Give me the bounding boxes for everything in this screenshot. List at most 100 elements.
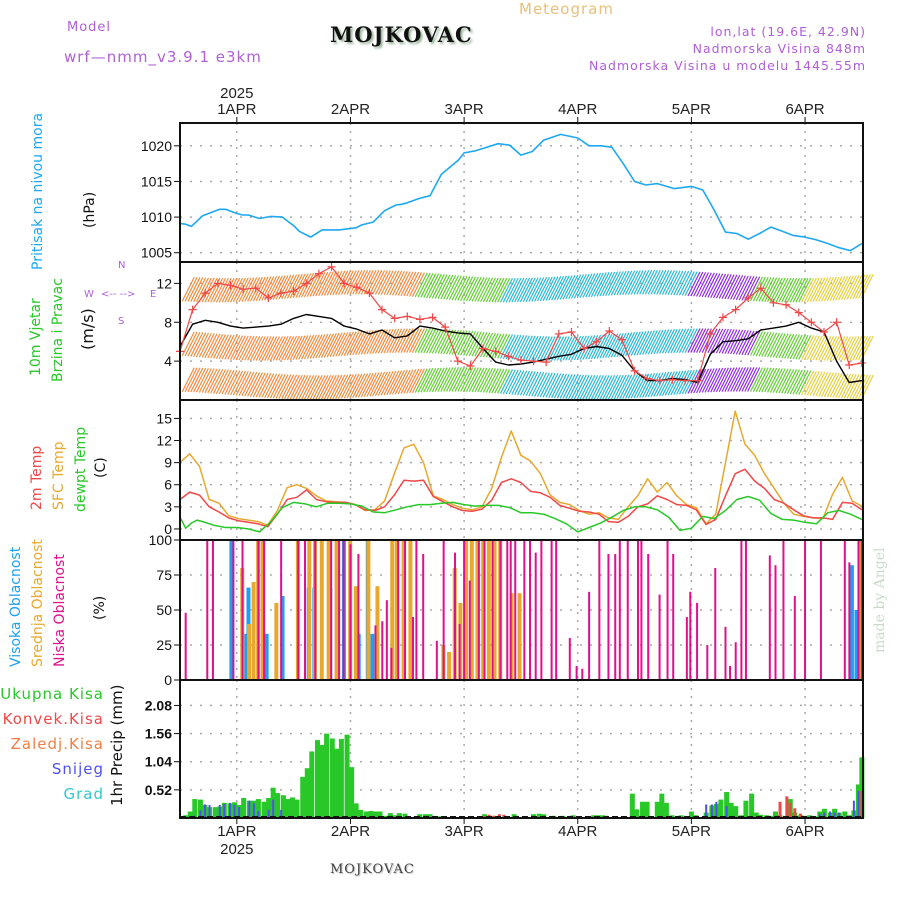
cloud-bar bbox=[581, 668, 584, 680]
wind-arrow bbox=[568, 274, 582, 300]
wind-arrow bbox=[224, 277, 238, 303]
cloud-bar bbox=[857, 540, 860, 680]
wind-arrow bbox=[275, 374, 289, 399]
wind-gust-marker bbox=[466, 361, 475, 370]
wind-arrow bbox=[519, 370, 533, 396]
cloud-bar bbox=[793, 596, 796, 680]
precip-bar bbox=[387, 813, 393, 818]
wind-gust-marker bbox=[314, 269, 323, 278]
wind-arrow bbox=[693, 271, 707, 297]
wind-arrow bbox=[528, 371, 542, 397]
wind-arrow bbox=[315, 271, 329, 297]
wind-arrow bbox=[815, 277, 829, 302]
wind-arrow bbox=[497, 334, 511, 359]
wind-arrow bbox=[460, 276, 474, 301]
wind-arrow bbox=[576, 273, 590, 299]
cloud-bar bbox=[264, 633, 269, 680]
precip-bar bbox=[304, 768, 310, 818]
wind-arrow bbox=[284, 374, 298, 400]
wind-arrow bbox=[264, 373, 278, 398]
wind-arrow bbox=[380, 328, 394, 354]
wind-arrow bbox=[758, 277, 772, 302]
wind-arrow bbox=[764, 277, 778, 302]
wind-arrow bbox=[320, 374, 335, 400]
wind-arrow bbox=[656, 371, 670, 397]
wind-arrow bbox=[374, 371, 389, 397]
wind-arrow bbox=[337, 331, 352, 357]
wind-arrow bbox=[428, 367, 442, 393]
precip-bar bbox=[852, 800, 855, 818]
wind-arrow bbox=[448, 275, 462, 301]
wind-barb-band-2 bbox=[181, 269, 874, 303]
wind-arrow bbox=[596, 334, 610, 359]
wind-arrow bbox=[784, 334, 798, 359]
wind-arrow bbox=[406, 271, 420, 297]
y-tick-label: 12 bbox=[156, 433, 172, 449]
wind-arrow bbox=[627, 270, 641, 295]
wind-arrow bbox=[431, 328, 445, 354]
wind-arrow bbox=[556, 275, 570, 300]
elevation-label: Nadmorska Visina 848m bbox=[692, 41, 866, 56]
precip-bar bbox=[629, 793, 635, 818]
precip-bar bbox=[300, 776, 306, 818]
wind-arrow bbox=[252, 372, 266, 398]
wind-arrow bbox=[556, 373, 570, 399]
wind-arrow bbox=[610, 374, 624, 400]
wind-arrow bbox=[570, 374, 585, 400]
wind-arrow bbox=[247, 336, 261, 361]
cloud-bar bbox=[307, 540, 312, 680]
wind-arrow bbox=[241, 371, 255, 397]
cloud-bar bbox=[640, 540, 643, 680]
compass-n: N bbox=[118, 260, 126, 271]
wind-arrow bbox=[590, 375, 604, 400]
cloud-bar bbox=[468, 580, 471, 680]
wind-arrow bbox=[786, 369, 800, 394]
cloud-bar bbox=[854, 610, 859, 680]
wind-arrow bbox=[323, 271, 337, 296]
wind-gust-marker bbox=[403, 312, 412, 321]
wind-arrow bbox=[457, 367, 471, 392]
wind-arrow bbox=[786, 334, 800, 359]
wind-arrow bbox=[315, 375, 329, 400]
wind-gust-marker bbox=[213, 279, 222, 288]
wind-arrow bbox=[232, 277, 246, 303]
wind-arrow bbox=[443, 367, 457, 392]
wind-arrow bbox=[312, 271, 326, 297]
wind-arrow bbox=[622, 270, 636, 296]
wind-arrow bbox=[769, 332, 783, 358]
wind-arrow bbox=[525, 371, 539, 397]
precip-bar bbox=[204, 804, 207, 818]
cloud-bar bbox=[411, 617, 414, 680]
wind-arrow bbox=[849, 336, 863, 361]
cloud-bar bbox=[819, 540, 822, 680]
wind-arrow bbox=[704, 328, 718, 354]
wind-arrow bbox=[522, 277, 536, 303]
cloud-bar bbox=[390, 540, 395, 680]
wind-arrow bbox=[264, 336, 278, 361]
precip-bar bbox=[502, 814, 506, 818]
wind-arrow bbox=[207, 368, 221, 394]
cloud-bar bbox=[843, 540, 846, 680]
wind-arrow bbox=[659, 270, 673, 295]
wind-arrow bbox=[741, 276, 755, 301]
precip-bar bbox=[793, 808, 797, 818]
wind-arrow bbox=[417, 272, 431, 298]
cloud-bar bbox=[334, 540, 339, 680]
wind-arrow bbox=[855, 274, 869, 299]
wind-arrow bbox=[798, 277, 812, 303]
wind-arrow bbox=[372, 371, 386, 397]
bottom-day-label: 4APR bbox=[558, 823, 597, 840]
wind-arrow bbox=[749, 331, 764, 356]
wind-arrow bbox=[613, 332, 627, 358]
wind-arrow bbox=[840, 275, 854, 301]
wind-arrow bbox=[747, 330, 761, 356]
wind-arrow bbox=[795, 370, 809, 395]
wind-arrow bbox=[437, 274, 451, 300]
wind-arrow bbox=[531, 277, 545, 302]
wind-arrow bbox=[366, 372, 380, 397]
wind-arrow bbox=[650, 269, 664, 295]
wind-arrow bbox=[761, 367, 775, 393]
wind-arrow bbox=[755, 367, 769, 393]
cloud-bar bbox=[263, 540, 266, 680]
wind-arrow bbox=[536, 276, 550, 302]
